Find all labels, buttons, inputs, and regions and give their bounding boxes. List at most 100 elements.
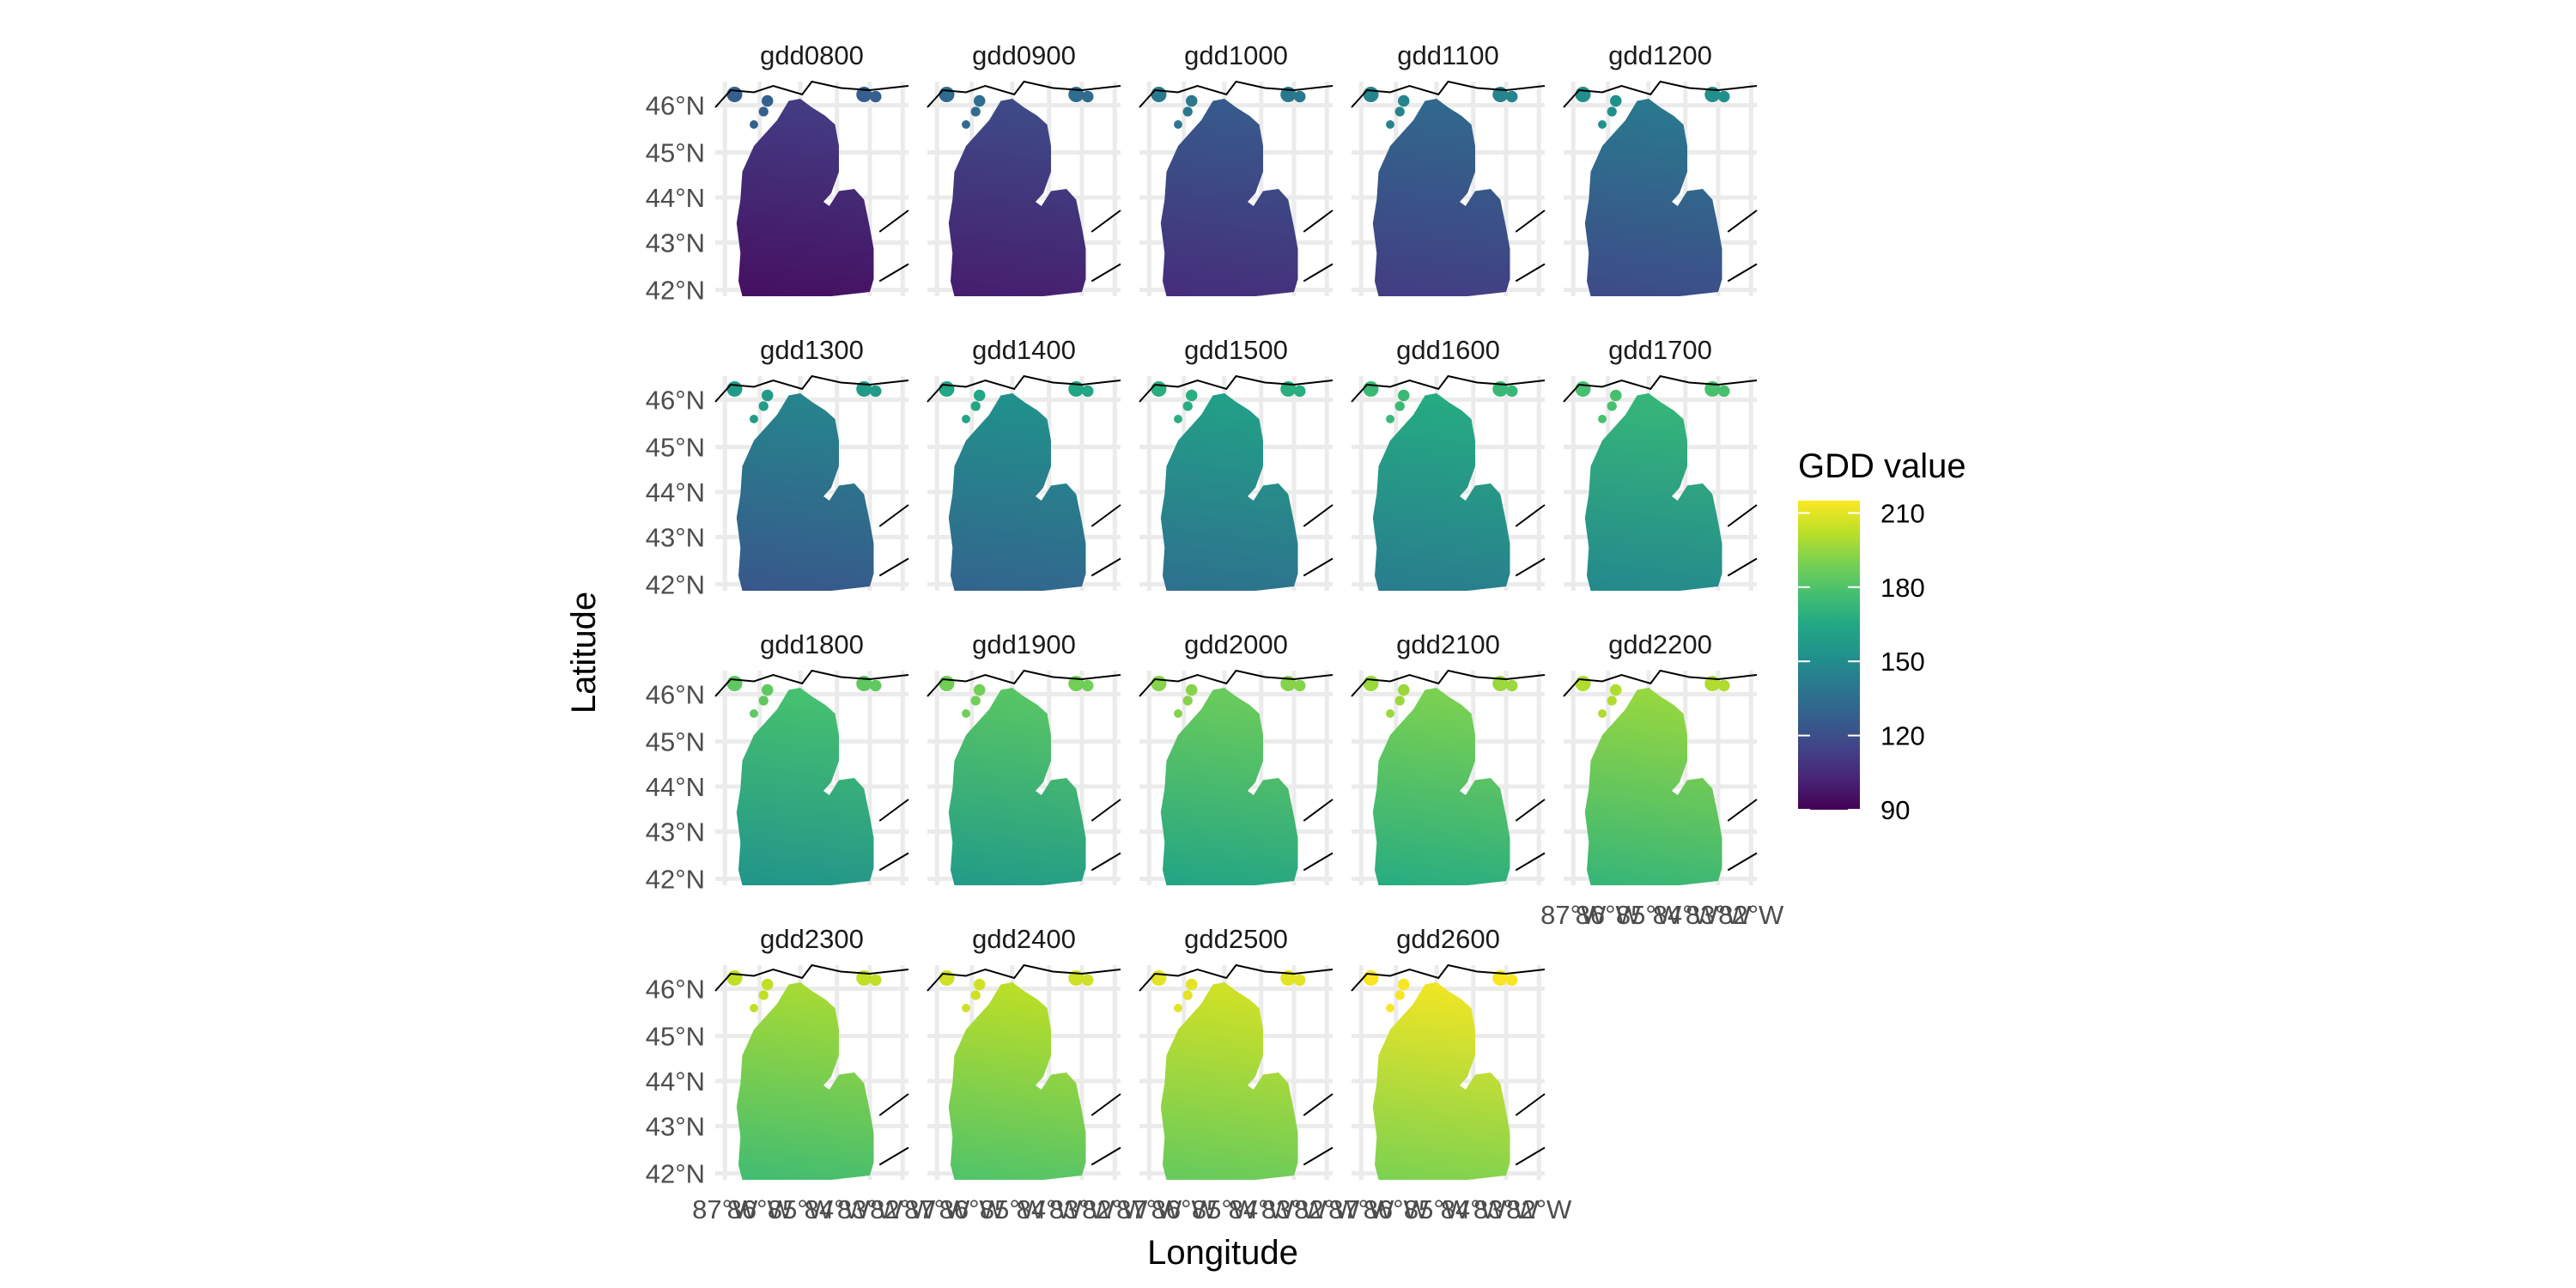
x-tick-label: 85°W [1192, 1194, 1258, 1224]
facet-panels: gdd0800 42°N 43°N 44°N 45°N 46°N gdd0900 gdd100… [646, 40, 1784, 1224]
island-point [1174, 709, 1182, 718]
island-point [962, 709, 970, 718]
legend-tick-label: 180 [1880, 573, 1925, 603]
y-tick-label: 42°N [646, 276, 705, 306]
lower-peninsula-gdd-surface [1160, 99, 1298, 296]
facet-panel-gdd1300: gdd1300 42°N 43°N 44°N 45°N 46°N [646, 335, 909, 600]
island-point [1610, 389, 1622, 402]
island-point [1363, 676, 1379, 691]
island-point [1294, 679, 1306, 692]
island-point [962, 120, 970, 129]
island-point [1182, 696, 1193, 706]
legend-tick-label: 150 [1880, 647, 1925, 677]
island-point [1394, 401, 1405, 411]
legend-title: GDD value [1798, 447, 1966, 485]
island-point [1082, 90, 1094, 103]
facet-title: gdd2500 [1184, 924, 1288, 954]
x-tick-label: 86°W [1576, 900, 1642, 930]
y-tick-label: 42°N [646, 570, 705, 600]
y-tick-label: 42°N [646, 865, 705, 895]
facet-panel-gdd2300: gdd230042°N43°N44°N45°N46°N87°W86°W85°W8… [646, 924, 936, 1224]
island-point [1506, 385, 1518, 398]
facet-title: gdd0900 [972, 40, 1076, 70]
facet-title: gdd2300 [760, 924, 864, 954]
facet-panel-gdd2100: gdd2100 [1351, 629, 1546, 885]
x-tick-label: 83°W [837, 1194, 903, 1224]
x-tick-label: 84°W [805, 1194, 871, 1224]
facet-title: gdd1200 [1608, 40, 1712, 70]
x-tick-label: 86°W [939, 1194, 1005, 1224]
island-point [1363, 381, 1379, 397]
y-tick-label: 43°N [646, 228, 705, 258]
island-point [1151, 87, 1167, 102]
island-point [1506, 679, 1518, 692]
island-point [1598, 120, 1607, 129]
legend-ticks: 90 120 150 180 210 [1798, 498, 1925, 825]
island-point [1718, 90, 1730, 103]
island-point [750, 120, 758, 129]
island-point [1598, 709, 1607, 718]
legend-colorbar [1798, 501, 1860, 810]
lower-peninsula-gdd-surface [948, 688, 1086, 885]
coastline [927, 669, 1121, 872]
y-tick-label: 43°N [646, 1112, 705, 1142]
facet-title: gdd1100 [1397, 40, 1498, 70]
island-point [939, 970, 955, 986]
island-point [1174, 120, 1182, 129]
island-point [762, 683, 774, 696]
island-point [726, 381, 743, 397]
x-tick-label: 87°W [1540, 900, 1607, 930]
lower-peninsula-gdd-surface [1372, 982, 1510, 1180]
coastline [1563, 669, 1758, 872]
x-tick-label: 85°W [768, 1194, 834, 1224]
lower-peninsula-gdd-surface [1584, 688, 1722, 885]
y-tick-label: 45°N [646, 1022, 705, 1052]
coastline [714, 80, 909, 283]
island-point [1294, 385, 1306, 398]
island-point [870, 679, 882, 692]
island-point [1363, 970, 1379, 986]
facet-title: gdd1300 [760, 335, 864, 365]
facet-title: gdd2400 [972, 924, 1076, 954]
island-point [1607, 106, 1617, 117]
facet-title: gdd1900 [972, 629, 1076, 659]
x-tick-label: 85°W [980, 1194, 1046, 1224]
y-tick-label: 44°N [646, 477, 705, 507]
coastline [1351, 669, 1546, 872]
legend-tick-label: 210 [1880, 498, 1925, 528]
facet-panel-gdd2000: gdd2000 [1139, 629, 1334, 885]
island-point [1575, 87, 1591, 102]
lower-peninsula-gdd-surface [1160, 982, 1298, 1180]
x-tick-label: 82°W [870, 1194, 936, 1224]
island-point [1610, 94, 1622, 107]
x-tick-label: 83°W [1473, 1194, 1540, 1224]
island-point [1394, 990, 1405, 1000]
island-point [1506, 90, 1518, 103]
coastline [1563, 374, 1758, 577]
island-point [974, 683, 986, 696]
island-point [1186, 683, 1198, 696]
x-tick-label: 83°W [1049, 1194, 1115, 1224]
island-point [1294, 90, 1306, 103]
y-tick-label: 42°N [646, 1159, 705, 1189]
island-point [758, 106, 769, 117]
island-point [726, 87, 743, 102]
island-point [762, 94, 774, 107]
facet-panel-gdd1600: gdd1600 [1351, 335, 1546, 591]
island-point [970, 990, 981, 1000]
island-point [762, 389, 774, 402]
island-point [750, 1004, 758, 1012]
island-point [970, 696, 981, 706]
x-tick-label: 82°W [1506, 1194, 1572, 1224]
facet-panel-gdd1700: gdd1700 [1563, 335, 1758, 591]
coastline [1139, 963, 1334, 1166]
island-point [758, 696, 769, 706]
y-tick-label: 46°N [646, 975, 705, 1005]
island-point [1386, 709, 1394, 718]
island-point [762, 978, 774, 991]
island-point [970, 106, 981, 117]
x-tick-label: 87°W [692, 1194, 758, 1224]
island-point [962, 1004, 970, 1012]
island-point [1182, 106, 1193, 117]
island-point [1151, 381, 1167, 397]
